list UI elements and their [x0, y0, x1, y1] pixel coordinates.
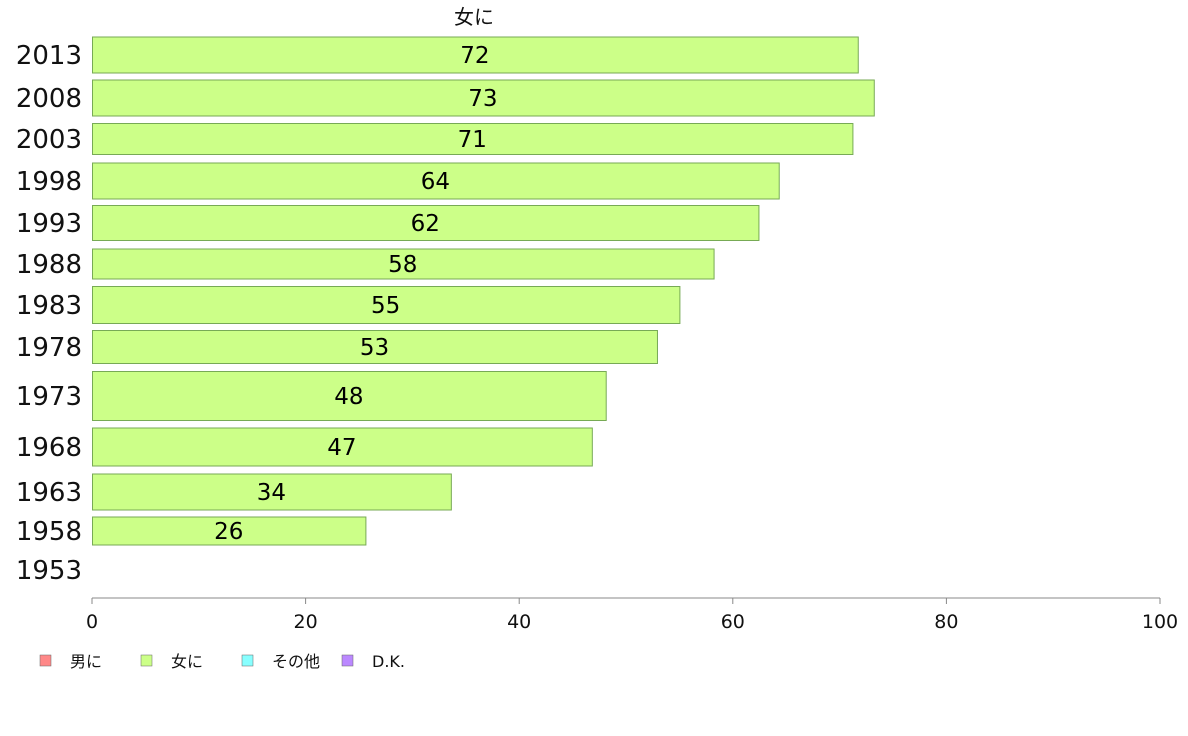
category-label: 1983 [16, 291, 82, 321]
bar-1998 [92, 162, 780, 200]
bar-1973 [92, 371, 607, 421]
bar-1968 [92, 427, 593, 467]
legend-label: その他 [272, 652, 320, 671]
legend-label: D.K. [372, 652, 405, 671]
legend-swatch [140, 654, 153, 667]
x-tick-label: 100 [1142, 611, 1178, 633]
bar-1983 [92, 286, 681, 324]
bar-value-label: 34 [257, 480, 286, 506]
x-tick-label: 40 [507, 611, 531, 633]
x-tick-label: 60 [721, 611, 745, 633]
bar-1978 [92, 330, 658, 364]
bar-2003 [92, 123, 854, 155]
bar-1963 [92, 473, 452, 511]
bar-value-label: 53 [360, 335, 389, 361]
x-tick-label: 20 [294, 611, 318, 633]
category-label: 1963 [16, 478, 82, 508]
x-tick-label: 80 [934, 611, 958, 633]
legend: 男に 女に その他 D.K. [39, 652, 405, 671]
bar-1988 [92, 248, 715, 280]
legend-swatch [341, 654, 354, 667]
bar-2008 [92, 79, 875, 117]
x-tick-label: 0 [86, 611, 98, 633]
bar-value-label: 64 [421, 169, 450, 195]
bar-value-label: 58 [388, 252, 417, 278]
bar-value-label: 48 [334, 384, 363, 410]
x-axis: 0 20 40 60 80 100 [86, 597, 1178, 633]
category-label: 2008 [16, 84, 82, 114]
category-label: 1988 [16, 250, 82, 280]
bar-value-label: 73 [468, 86, 497, 112]
bar-2013 [92, 36, 859, 74]
category-label: 1993 [16, 209, 82, 239]
bar-1993 [92, 205, 760, 241]
bar-value-label: 26 [214, 519, 243, 545]
bar-value-label: 72 [460, 43, 489, 69]
legend-swatch [241, 654, 254, 667]
category-label: 2013 [16, 41, 82, 71]
category-label: 1998 [16, 167, 82, 197]
chart-title: 女に [454, 5, 494, 29]
category-label: 1958 [16, 517, 82, 547]
category-label: 1978 [16, 333, 82, 363]
category-label: 2003 [16, 125, 82, 155]
bar-group: 72 73 71 64 62 58 55 53 48 47 34 26 [92, 36, 875, 546]
legend-label: 男に [70, 652, 102, 671]
category-label: 1968 [16, 433, 82, 463]
legend-label: 女に [171, 652, 203, 671]
bar-value-label: 71 [458, 127, 487, 153]
bar-value-label: 62 [411, 211, 440, 237]
bar-1958 [92, 516, 367, 546]
legend-swatch [39, 654, 52, 667]
bar-value-label: 55 [371, 293, 400, 319]
bar-value-label: 47 [327, 435, 356, 461]
category-labels: 2013 2008 2003 1998 1993 1988 1983 1978 1973 1968… [16, 41, 82, 586]
category-label: 1973 [16, 382, 82, 412]
category-label: 1953 [16, 556, 82, 586]
